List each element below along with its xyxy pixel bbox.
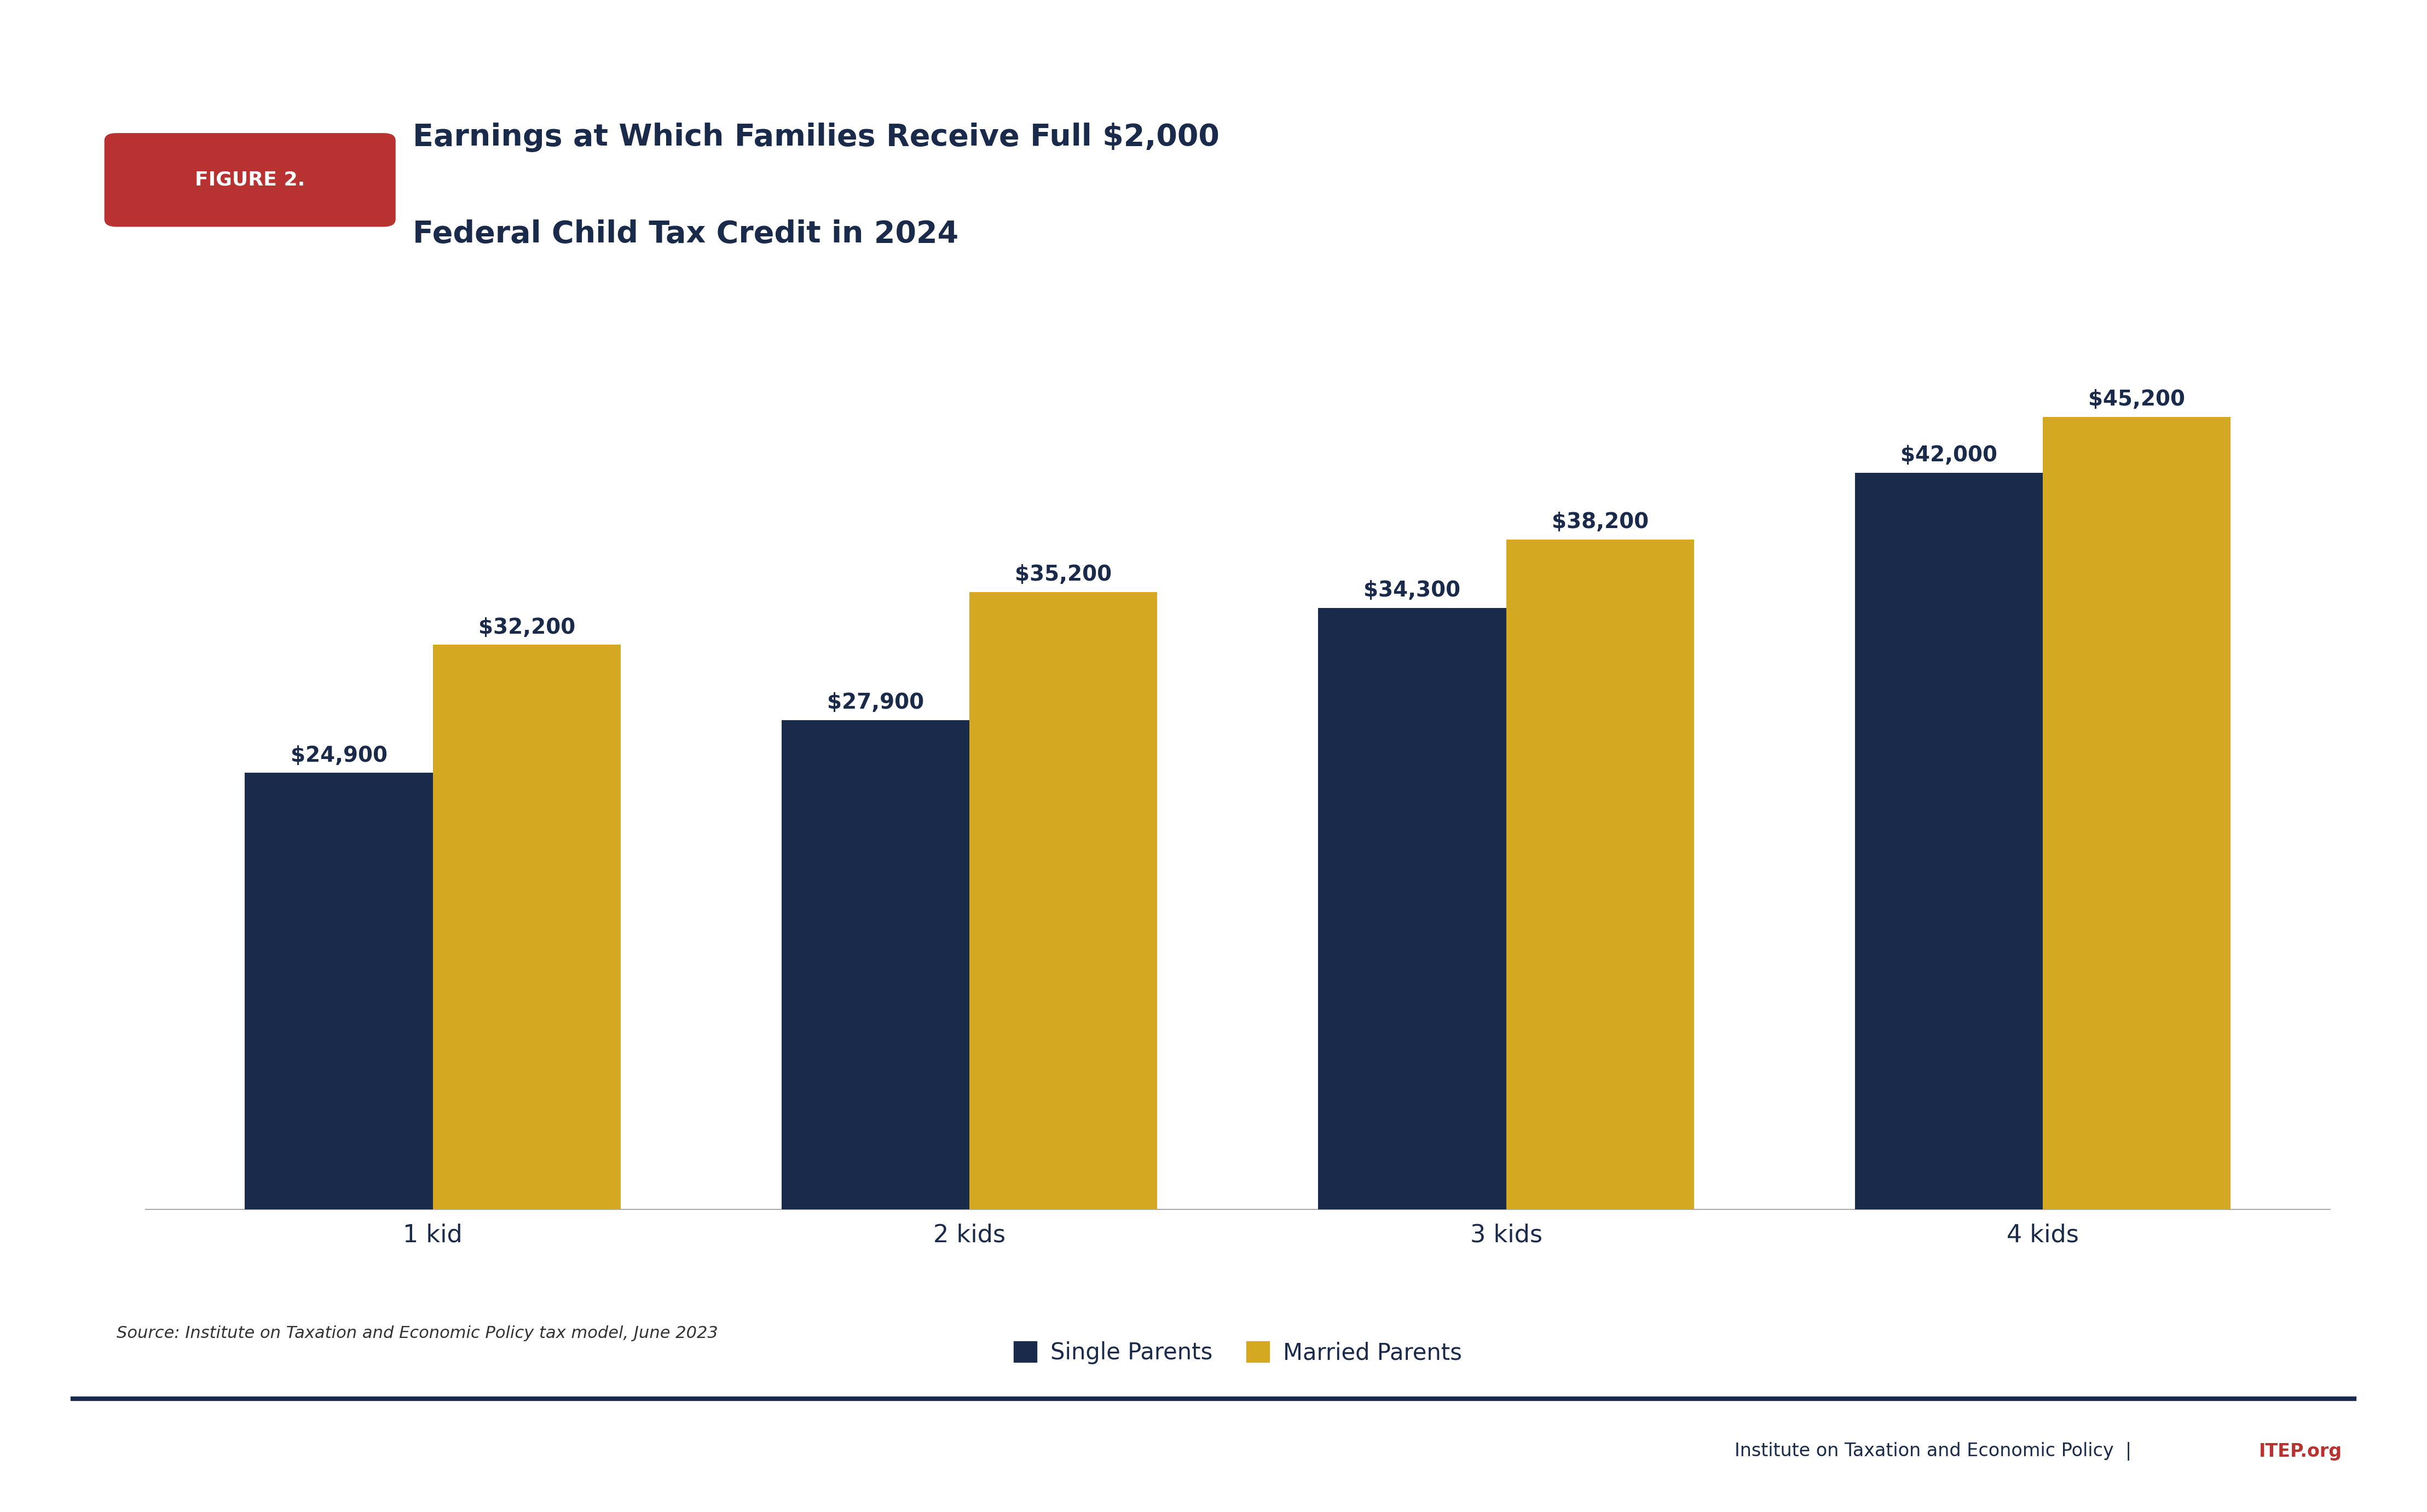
Bar — [968, 593, 1158, 1210]
Text: $42,000: $42,000 — [1900, 445, 1997, 466]
Bar — [432, 644, 621, 1210]
Text: Earnings at Which Families Receive Full $2,000: Earnings at Which Families Receive Full … — [413, 122, 1218, 153]
Bar — [1507, 540, 1694, 1210]
Text: ITEP.org: ITEP.org — [2260, 1442, 2342, 1461]
Bar — [2044, 417, 2230, 1210]
Text: $24,900: $24,900 — [291, 745, 388, 767]
Bar — [1318, 608, 1507, 1210]
Text: $38,200: $38,200 — [1551, 511, 1648, 532]
Bar — [781, 720, 968, 1210]
Legend: Single Parents, Married Parents: Single Parents, Married Parents — [1005, 1332, 1471, 1373]
Bar — [1854, 473, 2044, 1210]
Text: $45,200: $45,200 — [2087, 389, 2184, 410]
Text: Institute on Taxation and Economic Policy  |: Institute on Taxation and Economic Polic… — [1735, 1442, 2143, 1461]
Text: $34,300: $34,300 — [1364, 581, 1461, 600]
Bar — [245, 773, 432, 1210]
Text: Federal Child Tax Credit in 2024: Federal Child Tax Credit in 2024 — [413, 219, 959, 249]
Text: $35,200: $35,200 — [1014, 564, 1112, 585]
Text: FIGURE 2.: FIGURE 2. — [194, 171, 306, 189]
FancyBboxPatch shape — [104, 133, 396, 227]
Text: Source: Institute on Taxation and Economic Policy tax model, June 2023: Source: Institute on Taxation and Econom… — [116, 1326, 718, 1341]
Text: $32,200: $32,200 — [478, 617, 575, 638]
Text: $27,900: $27,900 — [828, 692, 925, 714]
